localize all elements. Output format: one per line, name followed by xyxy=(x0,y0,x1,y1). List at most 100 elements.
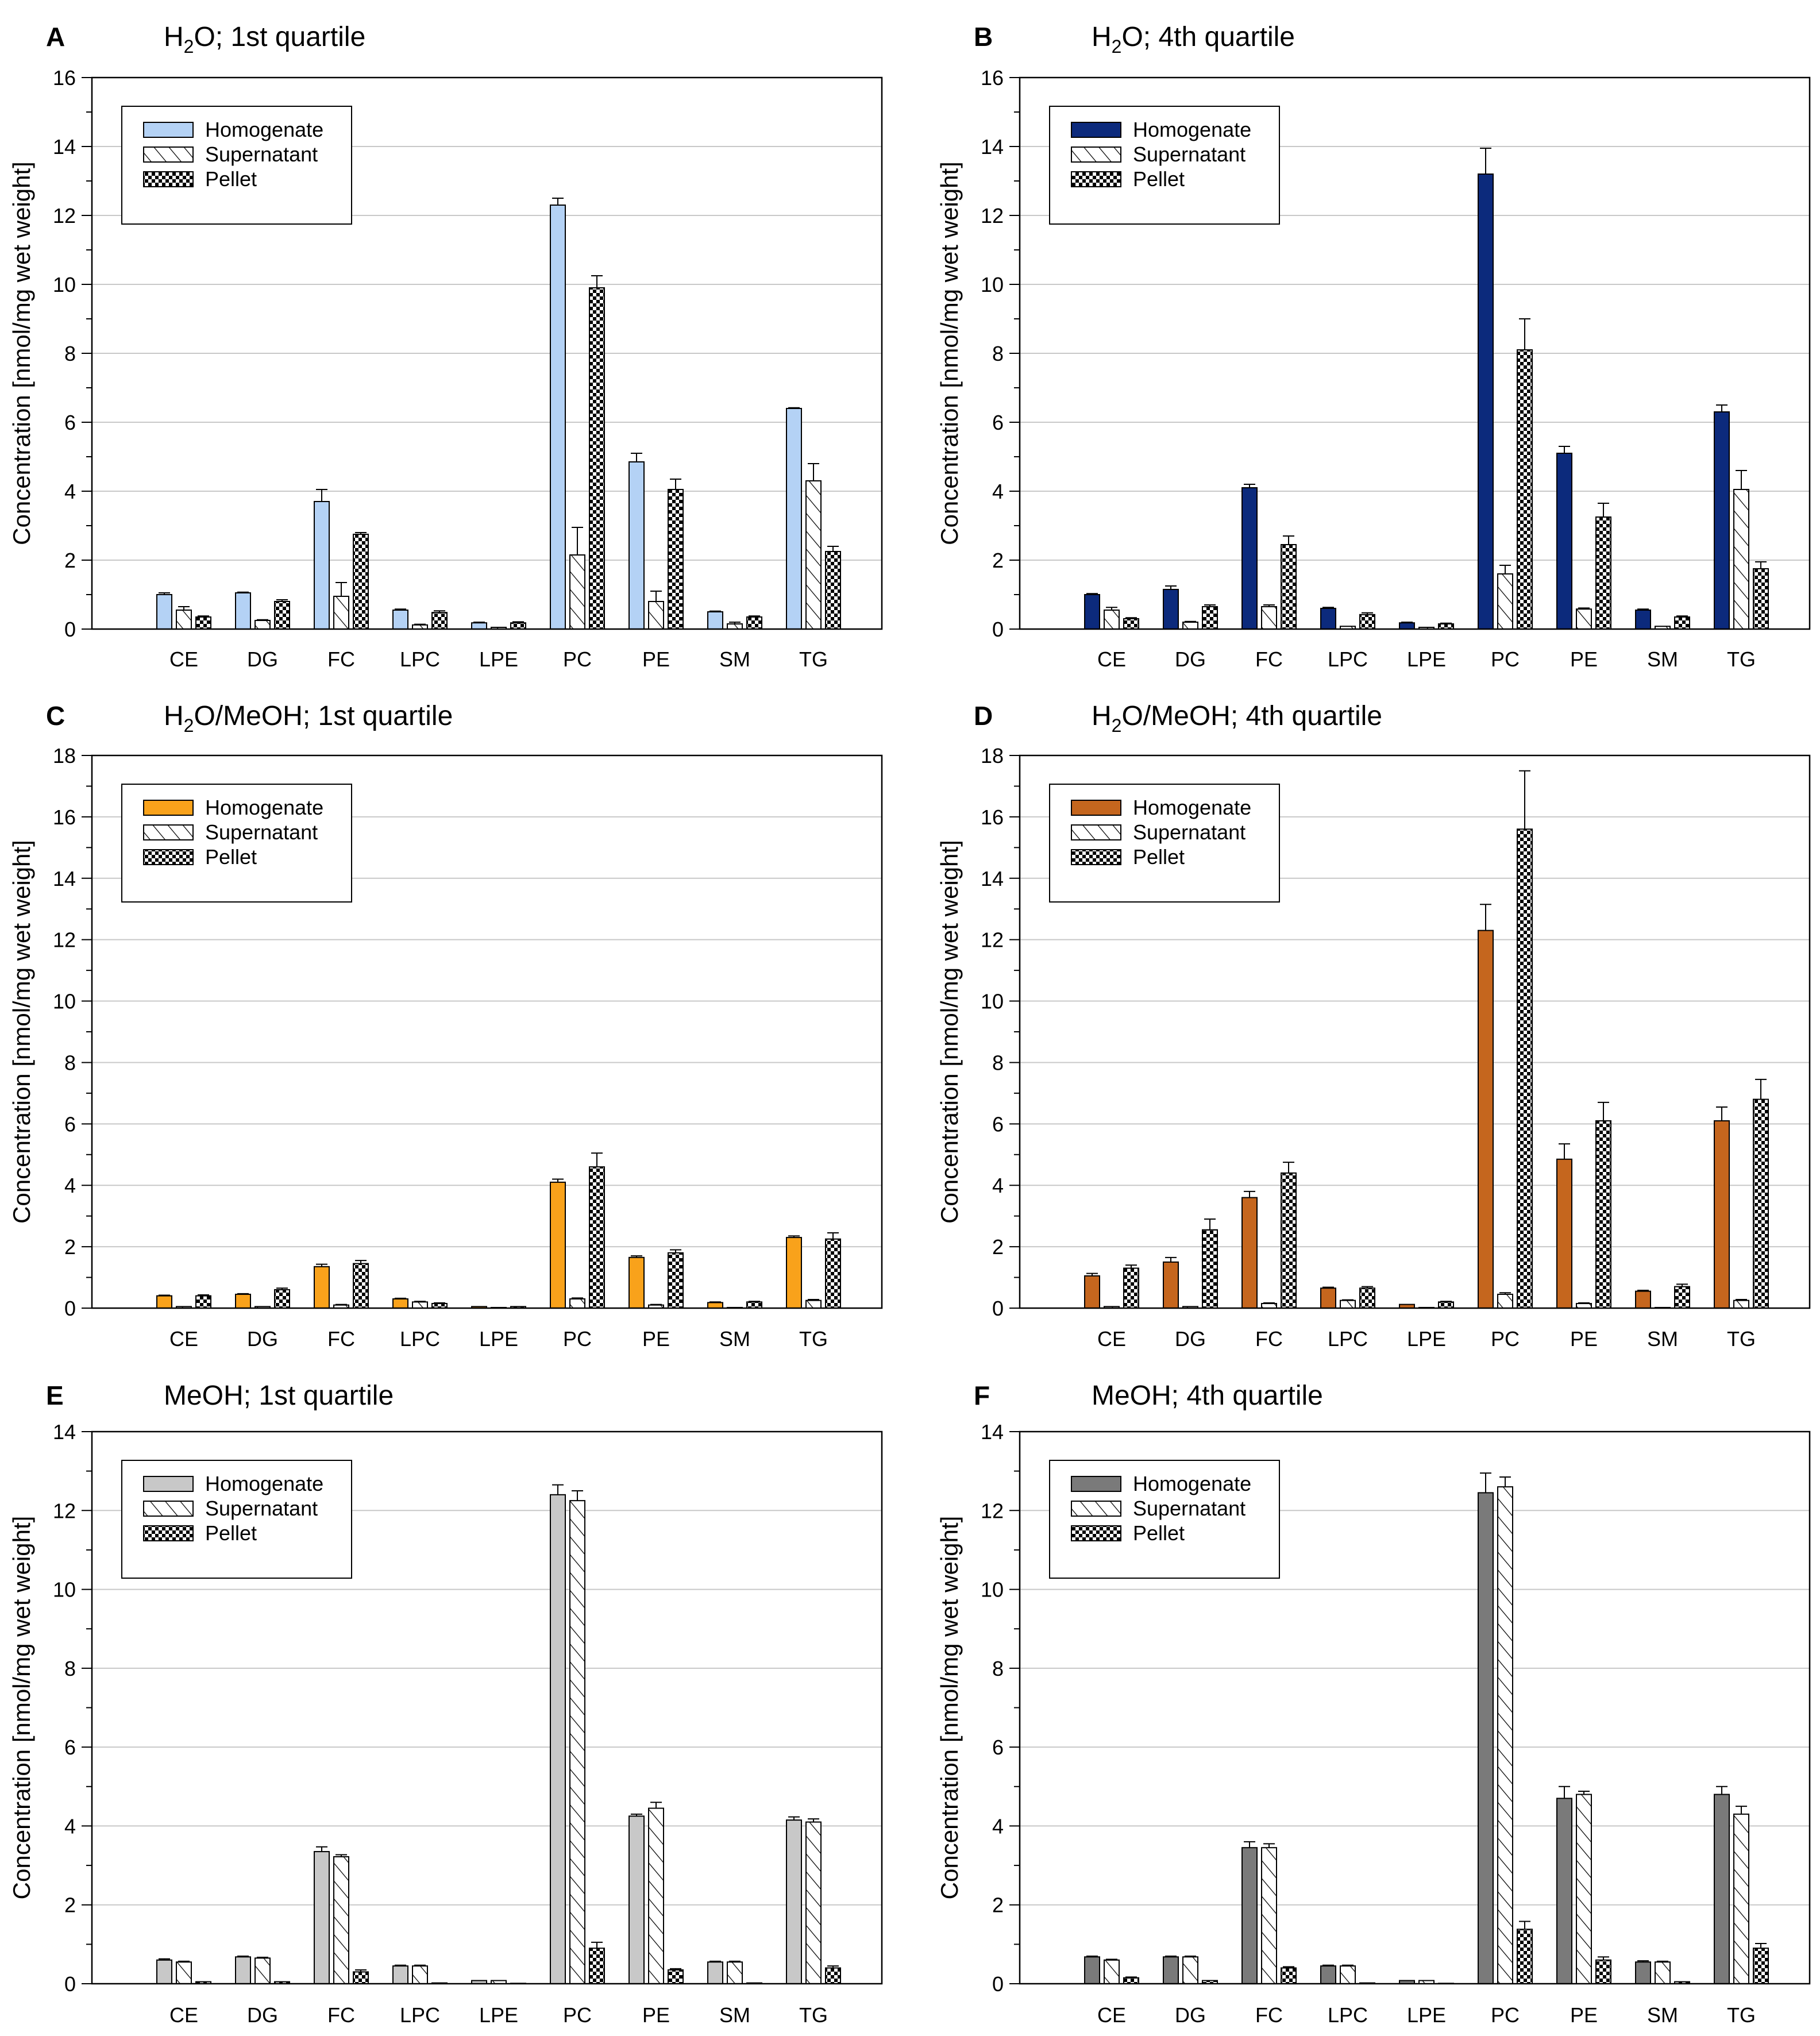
bar-supernatant-fc xyxy=(1261,606,1277,630)
panel-letter: A xyxy=(46,22,65,52)
chart-panel-a: A H2O; 1st quartile0246810121416Concentra… xyxy=(8,22,883,671)
bar-homogenate-fc xyxy=(1241,487,1258,630)
y-tick-label: 2 xyxy=(992,549,1004,572)
y-tick-label: 2 xyxy=(64,1235,76,1259)
bar-pellet-pc xyxy=(589,1948,605,1985)
y-tick-label: 10 xyxy=(981,990,1004,1013)
y-tick-label: 0 xyxy=(992,1297,1004,1320)
x-tick-label: CE xyxy=(1097,2003,1126,2027)
bar-supernatant-sm xyxy=(1655,1961,1671,1984)
bar-pellet-lpe xyxy=(1438,1301,1454,1309)
bar-homogenate-lpe xyxy=(1399,622,1415,630)
legend-swatch-pellet xyxy=(1071,1525,1121,1541)
bar-pellet-sm xyxy=(1674,616,1690,630)
bar-supernatant-pe xyxy=(648,1807,664,1985)
x-tick-label: LPC xyxy=(400,647,440,671)
y-tick-label: 8 xyxy=(64,1051,76,1074)
legend-label: Homogenate xyxy=(1133,118,1251,141)
chart-panel-b: B H2O; 4th quartile0246810121416Concentra… xyxy=(936,22,1811,671)
bar-pellet-pc xyxy=(589,1166,605,1309)
x-tick-label: PE xyxy=(1570,2003,1598,2027)
bar-homogenate-fc xyxy=(314,501,330,630)
x-tick-label: FC xyxy=(1255,647,1283,671)
bar-homogenate-sm xyxy=(1635,1961,1651,1984)
y-tick-label: 6 xyxy=(64,411,76,434)
x-tick-label: FC xyxy=(1255,1327,1283,1351)
chart-panels: A H2O; 1st quartile0246810121416Concentra… xyxy=(8,22,1811,2027)
y-tick-label: 16 xyxy=(981,66,1004,90)
bar-supernatant-ce xyxy=(1104,1959,1120,1984)
bar-homogenate-lpc xyxy=(392,1298,408,1309)
x-tick-label: FC xyxy=(327,647,355,671)
bar-homogenate-pc xyxy=(1478,1492,1494,1985)
y-tick-label: 6 xyxy=(992,1736,1004,1759)
x-tick-label: LPE xyxy=(479,647,518,671)
legend-label: Homogenate xyxy=(1133,796,1251,819)
bar-homogenate-lpc xyxy=(392,610,408,630)
bar-homogenate-pe xyxy=(1556,1798,1572,1985)
x-tick-label: PE xyxy=(642,647,670,671)
bar-homogenate-sm xyxy=(707,611,723,630)
y-tick-label: 14 xyxy=(981,867,1004,890)
bar-homogenate-fc xyxy=(314,1266,330,1309)
x-tick-label: LPC xyxy=(400,1327,440,1351)
bar-supernatant-tg xyxy=(805,1300,822,1309)
bar-supernatant-tg xyxy=(805,480,822,630)
bar-supernatant-dg xyxy=(255,1957,271,1984)
bar-homogenate-ce xyxy=(156,1295,172,1309)
panel-title: MeOH; 1st quartile xyxy=(164,1381,394,1411)
bar-pellet-pc xyxy=(589,287,605,630)
legend-label: Pellet xyxy=(1133,167,1185,191)
panel-title: MeOH; 4th quartile xyxy=(1092,1381,1323,1411)
plot-frame xyxy=(1019,1430,1811,1985)
bar-homogenate-pe xyxy=(628,461,645,630)
bar-homogenate-tg xyxy=(1714,1794,1730,1985)
bar-pellet-tg xyxy=(825,551,841,630)
bar-supernatant-tg xyxy=(1733,1813,1749,1984)
panel-title: H2O/MeOH; 4th quartile xyxy=(1092,701,1382,736)
bar-pellet-fc xyxy=(1281,1967,1297,1985)
bar-supernatant-dg xyxy=(1182,622,1198,630)
y-tick-label: 8 xyxy=(992,1657,1004,1680)
panel-letter: C xyxy=(46,701,65,731)
panel-letter: F xyxy=(974,1381,990,1410)
y-tick-label: 2 xyxy=(992,1235,1004,1259)
bar-pellet-ce xyxy=(195,616,211,630)
bar-homogenate-pc xyxy=(1478,930,1494,1309)
bar-supernatant-lpc xyxy=(1340,1300,1356,1309)
plot-frame xyxy=(1019,754,1811,1309)
panel-title-subscript: 2 xyxy=(184,36,194,57)
bar-homogenate-pc xyxy=(550,205,566,630)
bar-homogenate-sm xyxy=(707,1961,723,1984)
bar-homogenate-tg xyxy=(786,1237,802,1309)
x-tick-label: SM xyxy=(1647,1327,1678,1351)
bar-supernatant-fc xyxy=(333,596,349,630)
bar-homogenate-ce xyxy=(1084,594,1100,630)
bar-pellet-pe xyxy=(668,1969,684,1985)
plot-frame xyxy=(91,754,883,1309)
y-tick-label: 10 xyxy=(53,990,76,1013)
x-tick-label: LPC xyxy=(1328,2003,1368,2027)
panel-title-subscript: 2 xyxy=(1112,36,1122,57)
y-tick-label: 12 xyxy=(981,204,1004,227)
y-tick-label: 4 xyxy=(992,1174,1004,1197)
panel-letter: D xyxy=(974,701,993,731)
legend-swatch-supernatant xyxy=(143,824,194,840)
y-tick-label: 14 xyxy=(53,1420,76,1444)
panel-title-part: H xyxy=(1092,22,1112,52)
bar-supernatant-ce xyxy=(176,1961,192,1984)
bar-homogenate-pe xyxy=(628,1256,645,1309)
bar-homogenate-dg xyxy=(1163,589,1179,630)
bar-pellet-dg xyxy=(1202,1229,1218,1309)
y-tick-label: 14 xyxy=(981,1420,1004,1444)
y-tick-label: 8 xyxy=(64,1657,76,1680)
bar-pellet-tg xyxy=(825,1238,841,1309)
y-tick-label: 18 xyxy=(53,744,76,768)
y-axis-label: Concentration [nmol/mg wet weight] xyxy=(8,161,35,545)
bar-pellet-pc xyxy=(1517,828,1533,1309)
bar-homogenate-ce xyxy=(156,1959,172,1984)
bar-pellet-pc xyxy=(1517,1929,1533,1985)
